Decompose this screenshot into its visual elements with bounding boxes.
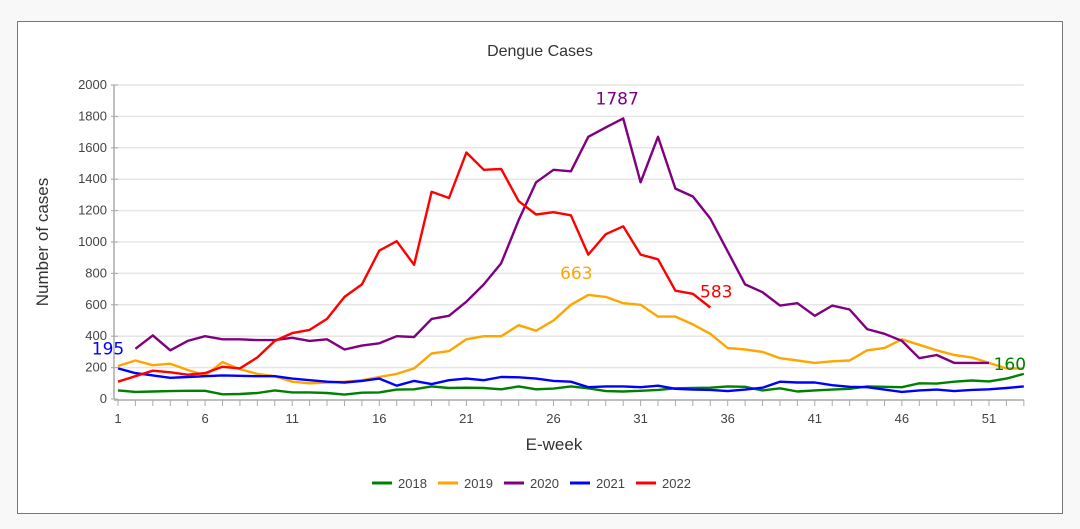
y-tick-label: 0: [100, 391, 107, 406]
y-tick-label: 1400: [78, 171, 107, 186]
data-label-2021: 195: [92, 339, 124, 359]
x-tick-label: 21: [459, 411, 473, 426]
legend-label: 2018: [398, 476, 427, 491]
legend-item-2020: 2020: [504, 476, 559, 491]
data-label-2022: 583: [700, 282, 732, 302]
data-label-2019: 663: [560, 264, 592, 284]
legend-label: 2021: [596, 476, 625, 491]
y-tick-label: 400: [85, 328, 107, 343]
legend-label: 2020: [530, 476, 559, 491]
data-label-2020: 1787: [596, 89, 639, 109]
legend-item-2022: 2022: [636, 476, 691, 491]
legend-label: 2022: [662, 476, 691, 491]
y-tick-label: 600: [85, 297, 107, 312]
data-label-2018: 160: [994, 355, 1026, 375]
x-tick-label: 41: [808, 411, 822, 426]
legend-item-2019: 2019: [438, 476, 493, 491]
x-tick-label: 11: [285, 411, 299, 426]
series-line-2020: [134, 117, 989, 365]
legend: 2018 2019 2020 2021 2022: [372, 476, 691, 491]
x-axis-label: E-week: [526, 435, 583, 454]
y-tick-label: 1800: [78, 108, 107, 123]
y-tick-label: 1000: [78, 234, 107, 249]
x-tick-label: 16: [372, 411, 386, 426]
y-tick-label: 2000: [78, 77, 107, 92]
y-tick-label: 1200: [78, 203, 107, 218]
y-tick-label: 200: [85, 360, 107, 375]
x-tick-label: 26: [546, 411, 560, 426]
y-axis-label: Number of cases: [33, 178, 52, 307]
x-tick-label: 1: [114, 411, 121, 426]
x-tick-label: 51: [982, 411, 996, 426]
gridlines: [111, 84, 1024, 369]
chart-title: Dengue Cases: [487, 43, 593, 60]
legend-label: 2019: [464, 476, 493, 491]
series-line-2022: [117, 151, 712, 383]
data-labels: 195 1787 663 583 160: [92, 89, 1026, 374]
legend-item-2021: 2021: [570, 476, 625, 491]
legend-item-2018: 2018: [372, 476, 427, 491]
y-tick-label: 1600: [78, 140, 107, 155]
x-tick-label: 31: [633, 411, 647, 426]
chart-panel: [17, 21, 1063, 514]
x-tick-label: 6: [201, 411, 208, 426]
x-tick-label: 46: [895, 411, 909, 426]
series-lines: [117, 117, 1025, 396]
y-tick-label: 800: [85, 265, 107, 280]
x-tick-label: 36: [720, 411, 734, 426]
